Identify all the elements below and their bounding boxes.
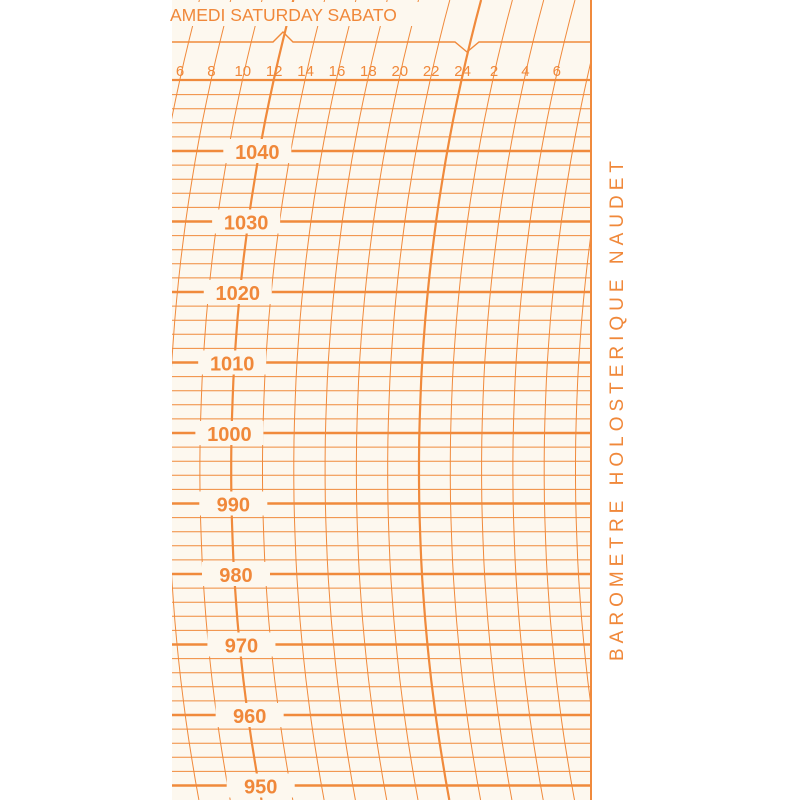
pressure-label-bg [199, 491, 268, 516]
time-line [543, 58, 591, 800]
day-label-bg [172, 2, 420, 26]
pressure-label: 990 [217, 495, 250, 517]
pressure-label-bg [226, 773, 295, 798]
pressure-label: 980 [219, 565, 252, 587]
hour-label: 16 [329, 63, 346, 80]
time-line [324, 0, 388, 800]
pressure-label-bg [223, 139, 292, 163]
time-line [512, 0, 576, 800]
time-line [355, 0, 419, 800]
time-line [669, 0, 731, 800]
time-line [449, 0, 513, 800]
pressure-label: 1040 [235, 142, 280, 164]
bold-time-line [417, 0, 483, 800]
hour-label: 20 [391, 63, 408, 80]
time-line [293, 0, 357, 800]
pressure-label: 1020 [216, 283, 261, 305]
pressure-label-bg [198, 350, 267, 375]
time-line [106, 0, 168, 800]
hour-label: 22 [423, 63, 440, 80]
day-line [172, 31, 591, 53]
hour-label: 6 [176, 63, 184, 80]
pressure-label-bg [201, 562, 270, 586]
pressure-label: 1030 [224, 213, 269, 235]
pressure-label-bg [212, 209, 281, 234]
hour-label: 18 [360, 63, 377, 80]
time-line [172, 0, 232, 800]
bold-time-line [230, 0, 295, 800]
day-label: AMEDI SATURDAY SABATO [170, 5, 397, 25]
time-line [199, 0, 263, 800]
time-line [575, 229, 591, 711]
time-line [638, 0, 700, 800]
pressure-label: 1010 [210, 354, 255, 376]
time-line [481, 0, 545, 800]
hour-label: 24 [454, 63, 471, 80]
pressure-label: 970 [225, 636, 258, 658]
hour-label: 4 [521, 63, 529, 80]
time-line [262, 0, 326, 800]
paper-background [172, 0, 591, 800]
pressure-label-bg [215, 703, 284, 727]
pressure-label: 950 [244, 777, 277, 799]
pressure-label-bg [203, 280, 272, 304]
hour-label: 6 [553, 63, 561, 80]
hour-label: 12 [266, 63, 283, 80]
brand-text: BAROMETRE HOLOSTERIQUE NAUDET [607, 161, 628, 661]
pressure-label: 960 [233, 706, 266, 728]
hour-label: 2 [490, 63, 498, 80]
grid-lines [106, 0, 731, 800]
hour-label: 8 [207, 63, 215, 80]
hour-label: 10 [234, 63, 251, 80]
pressure-label: 1000 [207, 424, 252, 446]
pressure-label-bg [195, 421, 264, 445]
pressure-label-bg [207, 632, 276, 657]
time-line [387, 0, 451, 800]
hour-label: 14 [297, 63, 314, 80]
